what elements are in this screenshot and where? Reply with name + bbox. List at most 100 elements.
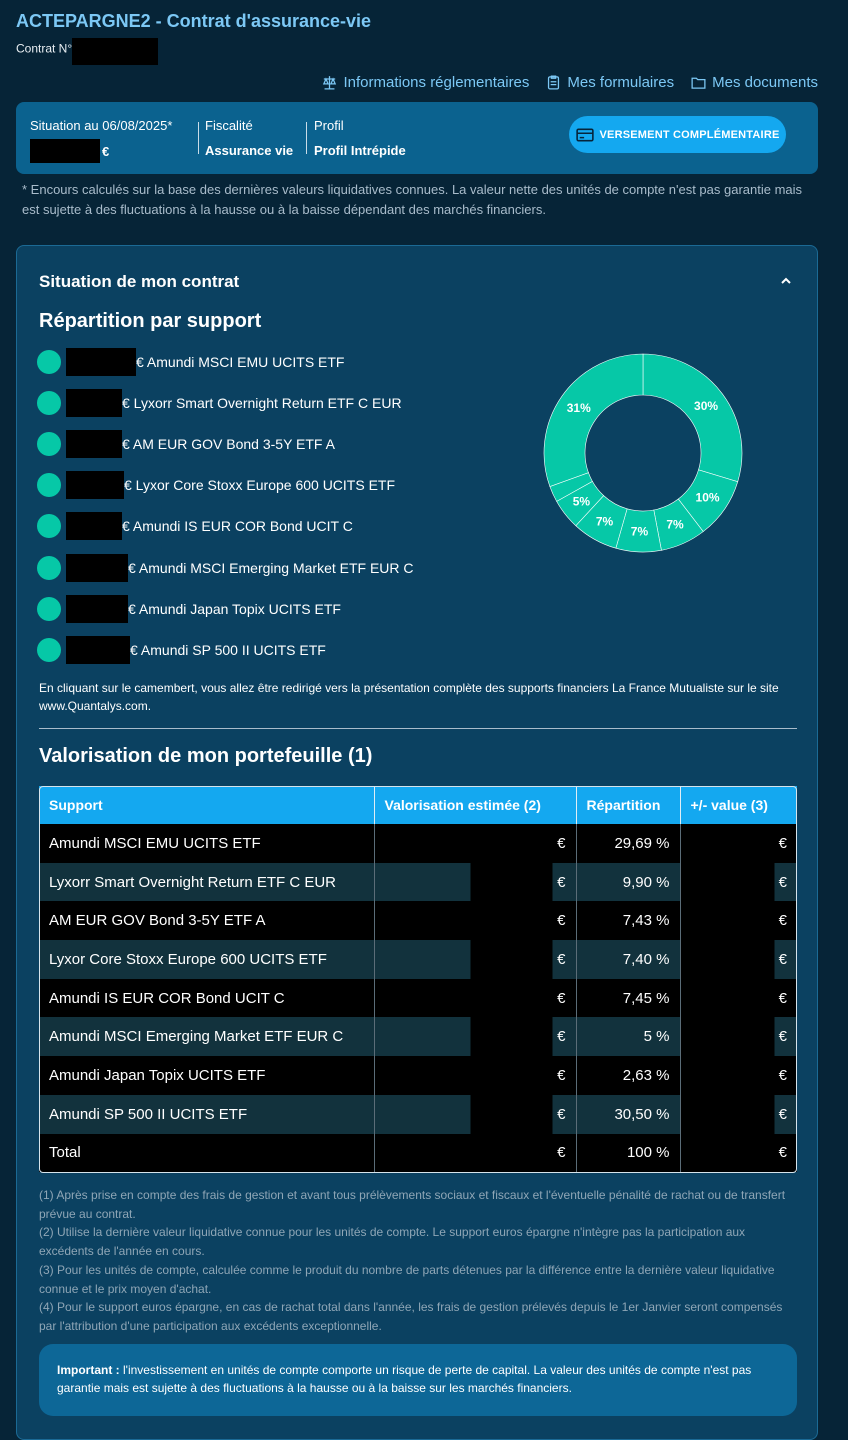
versement-complementaire-button[interactable]: VERSEMENT COMPLÉMENTAIRE xyxy=(569,116,786,153)
profil-block: Profil Profil Intrépide xyxy=(314,118,406,158)
table-row: Amundi Japan Topix UCITS ETF €2,63 % € xyxy=(39,1056,797,1095)
cell-valorisation: € xyxy=(374,1056,577,1095)
legend-label: € Lyxor Core Stoxx Europe 600 UCITS ETF xyxy=(124,477,396,493)
cell-repartition: 100 % xyxy=(576,1133,681,1173)
cell-repartition: 7,40 % xyxy=(576,940,681,979)
legend-dot xyxy=(37,638,61,662)
col-header-plus-value: +/- value (3) xyxy=(680,786,797,824)
cell-repartition: 30,50 % xyxy=(576,1094,681,1134)
link-mes-formulaires[interactable]: Mes formulaires xyxy=(545,74,674,91)
legend-item: € Amundi MSCI EMU UCITS ETF xyxy=(37,348,344,376)
portfolio-table: Support Valorisation estimée (2) Réparti… xyxy=(39,786,797,1173)
pie-slice-label: 31% xyxy=(567,401,591,415)
legend-dot xyxy=(37,391,61,415)
cell-support: Amundi SP 500 II UCITS ETF xyxy=(39,1094,375,1134)
quantalys-redirect-text: En cliquant sur le camembert, vous allez… xyxy=(39,681,779,713)
cell-repartition: 5 % xyxy=(576,1017,681,1057)
col-header-support: Support xyxy=(39,786,375,824)
cell-support: Amundi IS EUR COR Bond UCIT C xyxy=(39,978,375,1018)
legend-item: € Amundi IS EUR COR Bond UCIT C xyxy=(37,512,353,540)
table-row: Amundi MSCI EMU UCITS ETF €29,69 % € xyxy=(39,824,797,863)
legend-dot xyxy=(37,597,61,621)
link-mes-documents[interactable]: Mes documents xyxy=(690,74,818,91)
cell-repartition: 29,69 % xyxy=(576,824,681,863)
cell-valorisation: € xyxy=(374,1017,577,1057)
repartition-donut-chart[interactable]: 30% 10% 7% 7% 7% 5% 31% xyxy=(542,352,744,554)
cell-valorisation: € xyxy=(374,824,577,863)
chevron-up-icon[interactable] xyxy=(779,274,793,288)
cell-plus-value: € xyxy=(680,901,797,941)
table-row: Amundi SP 500 II UCITS ETF €30,50 % € xyxy=(39,1094,797,1134)
folder-icon xyxy=(691,77,706,89)
legend-item: € Lyxor Core Stoxx Europe 600 UCITS ETF xyxy=(37,471,395,499)
contract-summary: Situation au 06/08/2025* € Fiscalité Ass… xyxy=(16,102,818,174)
pie-slice[interactable] xyxy=(543,353,644,487)
summary-divider xyxy=(306,122,307,154)
fiscalite-block: Fiscalité Assurance vie xyxy=(205,118,293,158)
table-row: AM EUR GOV Bond 3-5Y ETF A €7,43 % € xyxy=(39,901,797,941)
legend-item: € AM EUR GOV Bond 3-5Y ETF A xyxy=(37,430,335,458)
legend-label: € Amundi MSCI Emerging Market ETF EUR C xyxy=(128,560,414,576)
pie-slice-label: 5% xyxy=(573,495,591,509)
col-header-repartition: Répartition xyxy=(576,786,681,824)
profil-label: Profil xyxy=(314,118,344,133)
pie-slice-label: 10% xyxy=(696,491,720,505)
cell-valorisation: € xyxy=(374,978,577,1018)
link-formulaires-label: Mes formulaires xyxy=(567,74,675,91)
link-informations-reglementaires[interactable]: Informations réglementaires xyxy=(321,74,529,91)
situation-block: Situation au 06/08/2025* € xyxy=(30,118,172,163)
cell-support: AM EUR GOV Bond 3-5Y ETF A xyxy=(39,901,375,941)
top-links: Informations réglementaires Mes formulai… xyxy=(321,74,818,91)
cell-valorisation: € xyxy=(374,940,577,979)
pie-slice-label: 7% xyxy=(631,524,649,538)
cell-valorisation: € xyxy=(374,1094,577,1134)
table-header-row: Support Valorisation estimée (2) Réparti… xyxy=(39,786,797,824)
redacted-amount xyxy=(66,389,122,417)
legend-item: € Amundi Japan Topix UCITS ETF xyxy=(37,595,341,623)
valorisation-title: Valorisation de mon portefeuille (1) xyxy=(39,745,373,767)
cell-support: Amundi MSCI Emerging Market ETF EUR C xyxy=(39,1017,375,1057)
amount-line: € xyxy=(30,139,172,163)
footnote: (4) Pour le support euros épargne, en ca… xyxy=(39,1300,783,1333)
cell-repartition: 9,90 % xyxy=(576,862,681,902)
fiscalite-value: Assurance vie xyxy=(205,143,294,158)
redacted-amount xyxy=(66,512,122,540)
legend-label: € Amundi IS EUR COR Bond UCIT C xyxy=(122,518,353,534)
pie-slice-label: 30% xyxy=(694,399,718,413)
section-divider xyxy=(39,728,797,729)
redacted-amount xyxy=(66,348,136,376)
cell-repartition: 2,63 % xyxy=(576,1056,681,1095)
footnotes: (1) Après prise en compte des frais de g… xyxy=(39,1186,799,1336)
important-label: Important : xyxy=(57,1363,120,1377)
cell-support: Lyxor Core Stoxx Europe 600 UCITS ETF xyxy=(39,940,375,979)
table-row: Amundi IS EUR COR Bond UCIT C €7,45 % € xyxy=(39,978,797,1018)
footnote: (1) Après prise en compte des frais de g… xyxy=(39,1188,786,1221)
legend-dot xyxy=(37,473,61,497)
redacted-contract-number xyxy=(72,38,159,65)
contract-label: Contrat N° xyxy=(16,41,73,56)
cell-plus-value: € xyxy=(680,1017,797,1057)
pie-slice[interactable] xyxy=(642,353,743,483)
col-header-valorisation: Valorisation estimée (2) xyxy=(374,786,577,824)
redacted-amount xyxy=(66,636,130,664)
cell-plus-value: € xyxy=(680,1056,797,1095)
legend-label: € Amundi Japan Topix UCITS ETF xyxy=(128,601,341,617)
important-text: l'investissement en unités de compte com… xyxy=(57,1363,752,1395)
table-total-row: Total €100 % € xyxy=(39,1133,797,1173)
cell-plus-value: € xyxy=(680,824,797,863)
cell-valorisation: € xyxy=(374,1133,577,1173)
clipboard-icon xyxy=(548,75,560,90)
table-row: Amundi MSCI Emerging Market ETF EUR C €5 … xyxy=(39,1017,797,1057)
cell-plus-value: € xyxy=(680,978,797,1018)
footnote: (2) Utilise la dernière valeur liquidati… xyxy=(39,1225,746,1259)
redacted-amount xyxy=(30,139,100,163)
contract-situation-panel: Situation de mon contrat Répartition par… xyxy=(16,245,818,1440)
amount-currency: € xyxy=(102,143,110,159)
scale-icon xyxy=(323,76,337,90)
versement-label: VERSEMENT COMPLÉMENTAIRE xyxy=(599,128,780,141)
cell-support: Amundi Japan Topix UCITS ETF xyxy=(39,1056,375,1095)
fiscalite-label: Fiscalité xyxy=(205,118,253,133)
cell-support: Amundi MSCI EMU UCITS ETF xyxy=(39,824,375,863)
situation-label: Situation au 06/08/2025* xyxy=(30,118,173,133)
legend-dot xyxy=(37,432,61,456)
